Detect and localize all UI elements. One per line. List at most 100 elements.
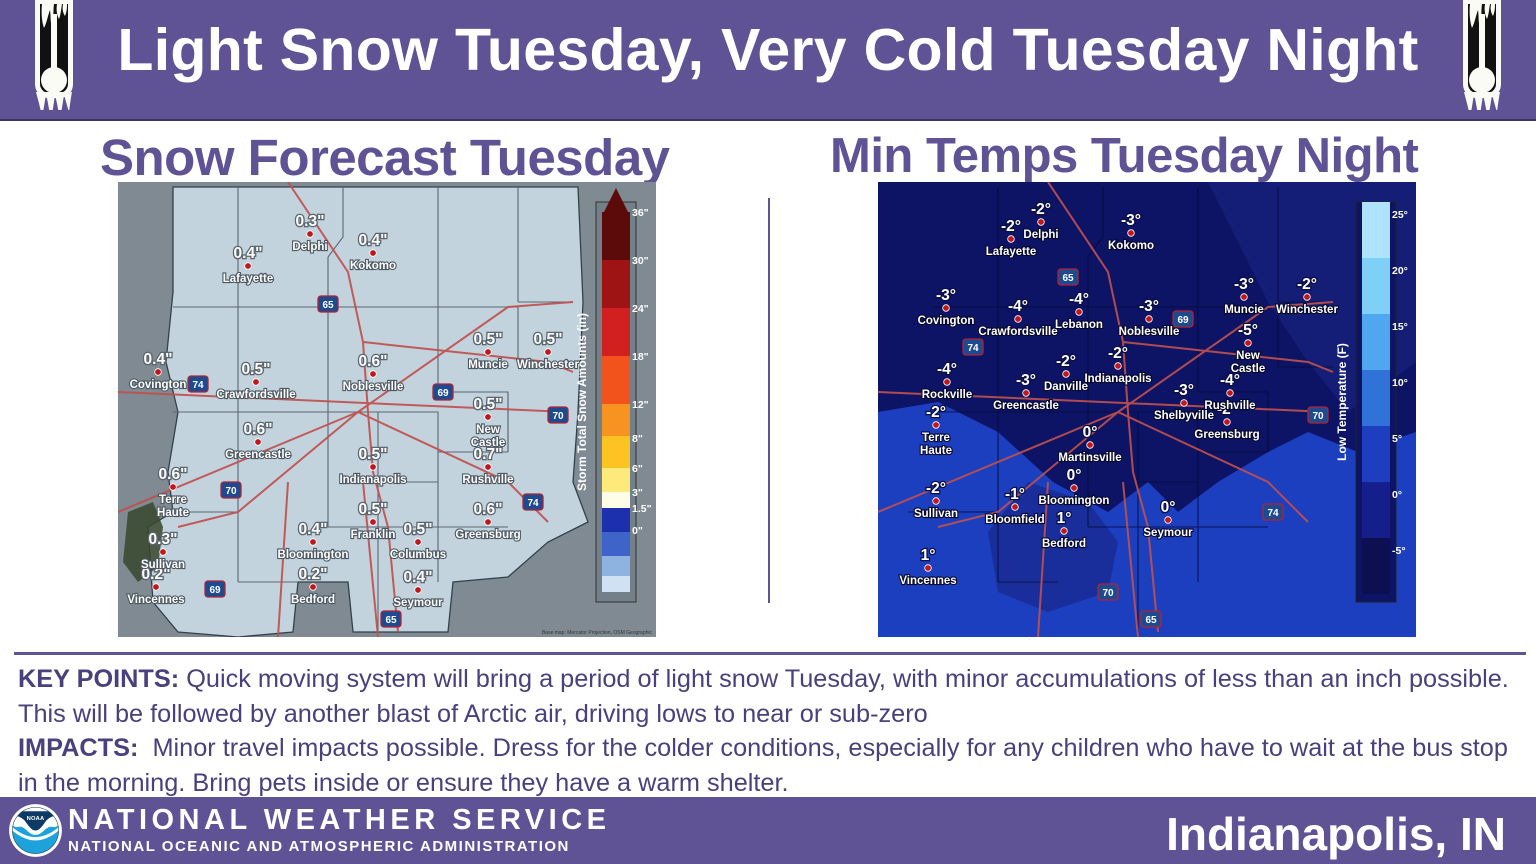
svg-text:-2°: -2° — [1056, 353, 1076, 370]
svg-text:Franklin: Franklin — [351, 529, 396, 541]
svg-text:Lebanon: Lebanon — [1055, 319, 1103, 331]
svg-text:20°: 20° — [1392, 265, 1408, 277]
svg-text:Martinsville: Martinsville — [1058, 452, 1121, 464]
svg-text:Shelbyville: Shelbyville — [1154, 410, 1214, 422]
svg-text:Bedford: Bedford — [1042, 538, 1086, 550]
svg-text:-4°: -4° — [1008, 298, 1028, 315]
svg-text:Seymour: Seymour — [393, 597, 443, 609]
svg-text:Covington: Covington — [130, 379, 187, 391]
svg-text:Muncie: Muncie — [468, 359, 508, 371]
svg-text:10°: 10° — [1392, 377, 1408, 389]
svg-text:1°: 1° — [921, 547, 936, 564]
svg-text:-3°: -3° — [1121, 212, 1141, 229]
svg-text:Base map: Mercator Projection,: Base map: Mercator Projection, OSM Geogr… — [542, 630, 653, 636]
svg-text:0°: 0° — [1392, 489, 1402, 501]
svg-text:Rushville: Rushville — [462, 474, 513, 486]
svg-text:Haute: Haute — [920, 445, 952, 457]
svg-text:Storm Total Snow Amounts (in): Storm Total Snow Amounts (in) — [575, 313, 589, 491]
svg-text:Haute: Haute — [157, 507, 189, 519]
svg-text:Castle: Castle — [471, 437, 506, 449]
svg-text:70: 70 — [1312, 411, 1324, 422]
svg-text:0": 0" — [632, 525, 643, 537]
svg-text:Rockville: Rockville — [922, 389, 973, 401]
svg-text:74: 74 — [192, 380, 204, 391]
svg-text:Delphi: Delphi — [292, 241, 327, 253]
svg-text:Crawfordsville: Crawfordsville — [978, 326, 1057, 338]
svg-text:Bloomfield: Bloomfield — [985, 514, 1044, 526]
svg-text:25°: 25° — [1392, 209, 1408, 221]
svg-text:0°: 0° — [1067, 467, 1082, 484]
svg-text:Greencastle: Greencastle — [993, 400, 1059, 412]
svg-text:-2°: -2° — [1001, 218, 1021, 235]
svg-text:65: 65 — [322, 300, 334, 311]
svg-text:0.4": 0.4" — [144, 351, 173, 368]
svg-text:0.5": 0.5" — [242, 361, 271, 378]
svg-text:0.5": 0.5" — [359, 446, 388, 463]
svg-text:74: 74 — [967, 343, 979, 354]
svg-text:65: 65 — [1062, 273, 1074, 284]
svg-text:New: New — [1236, 350, 1260, 362]
svg-text:0.3": 0.3" — [149, 531, 178, 548]
svg-text:0.3": 0.3" — [296, 213, 325, 230]
svg-text:36": 36" — [632, 207, 649, 219]
svg-text:69: 69 — [1177, 315, 1189, 326]
svg-text:-3°: -3° — [1016, 372, 1036, 389]
svg-text:-2°: -2° — [1031, 201, 1051, 218]
svg-text:18": 18" — [632, 351, 649, 363]
svg-text:0.6": 0.6" — [159, 466, 188, 483]
svg-text:-4°: -4° — [937, 361, 957, 378]
svg-text:Kokomo: Kokomo — [1108, 240, 1154, 252]
svg-text:6": 6" — [632, 463, 643, 475]
svg-text:-2°: -2° — [926, 404, 946, 421]
svg-text:Winchester: Winchester — [1276, 304, 1338, 316]
svg-text:-1°: -1° — [1005, 486, 1025, 503]
svg-text:12": 12" — [632, 399, 649, 411]
svg-text:Lafayette: Lafayette — [223, 273, 274, 285]
svg-text:Winchester: Winchester — [517, 359, 579, 371]
svg-text:-3°: -3° — [1174, 382, 1194, 399]
svg-text:-5°: -5° — [1392, 545, 1406, 557]
svg-text:Greencastle: Greencastle — [225, 449, 291, 461]
svg-text:3": 3" — [632, 487, 643, 499]
svg-text:-4°: -4° — [1069, 291, 1089, 308]
svg-text:0.5": 0.5" — [534, 331, 563, 348]
svg-text:24": 24" — [632, 303, 649, 315]
svg-text:Covington: Covington — [918, 315, 975, 327]
svg-text:-2°: -2° — [926, 480, 946, 497]
svg-text:0.5": 0.5" — [404, 521, 433, 538]
svg-text:Castle: Castle — [1231, 363, 1266, 375]
svg-text:65: 65 — [1145, 615, 1157, 626]
svg-text:Low Temperature (F): Low Temperature (F) — [1335, 343, 1349, 461]
svg-text:Sullivan: Sullivan — [914, 508, 958, 520]
svg-text:65: 65 — [385, 615, 397, 626]
svg-text:Muncie: Muncie — [1224, 304, 1264, 316]
svg-text:New: New — [476, 424, 500, 436]
svg-text:0.5": 0.5" — [474, 331, 503, 348]
svg-text:Vincennes: Vincennes — [127, 594, 184, 606]
svg-text:Indianapolis: Indianapolis — [1084, 373, 1151, 385]
svg-text:74: 74 — [527, 498, 539, 509]
svg-text:1.5": 1.5" — [632, 503, 652, 515]
svg-text:0.4": 0.4" — [359, 232, 388, 249]
svg-text:70: 70 — [1102, 588, 1114, 599]
svg-text:Greensburg: Greensburg — [455, 529, 520, 541]
svg-text:-3°: -3° — [1234, 276, 1254, 293]
svg-text:Danville: Danville — [1044, 381, 1088, 393]
svg-text:Sullivan: Sullivan — [141, 559, 185, 571]
svg-text:Bloomington: Bloomington — [1039, 495, 1110, 507]
svg-text:1°: 1° — [1057, 510, 1072, 527]
svg-text:8": 8" — [632, 433, 643, 445]
svg-text:Terre: Terre — [159, 494, 187, 506]
svg-text:0.6": 0.6" — [474, 501, 503, 518]
svg-text:0.5": 0.5" — [474, 396, 503, 413]
svg-text:Crawfordsville: Crawfordsville — [216, 389, 295, 401]
svg-text:Bedford: Bedford — [291, 594, 335, 606]
svg-text:0.6": 0.6" — [244, 421, 273, 438]
svg-text:15°: 15° — [1392, 321, 1408, 333]
svg-text:74: 74 — [1267, 508, 1279, 519]
svg-text:Terre: Terre — [922, 432, 950, 444]
svg-text:-2°: -2° — [1108, 345, 1128, 362]
svg-text:0.5": 0.5" — [359, 501, 388, 518]
svg-text:Indianapolis: Indianapolis — [339, 474, 406, 486]
svg-text:Bloomington: Bloomington — [278, 549, 349, 561]
